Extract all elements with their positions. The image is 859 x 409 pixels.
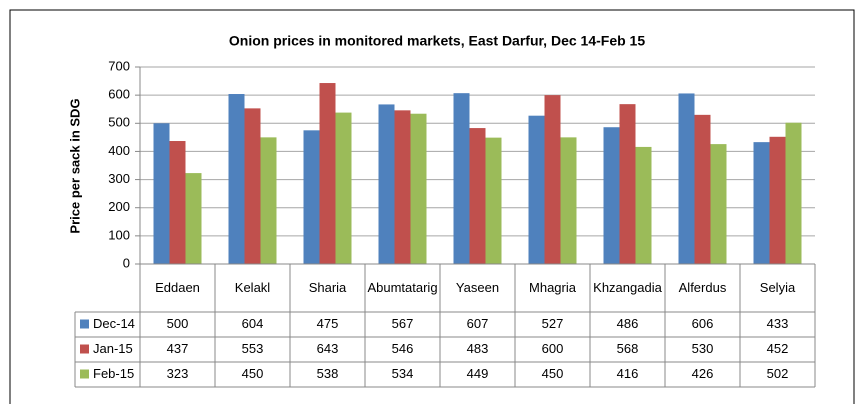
table-value: 546 xyxy=(392,341,414,356)
table-value: 500 xyxy=(167,316,189,331)
y-tick-label: 100 xyxy=(108,227,130,242)
bar xyxy=(619,104,636,264)
legend-swatch xyxy=(80,319,89,329)
bar xyxy=(753,142,770,264)
table-value: 527 xyxy=(542,316,564,331)
table-value: 416 xyxy=(617,366,639,381)
category-cell: Yaseen xyxy=(455,280,500,295)
bar xyxy=(335,112,352,264)
table-value: 568 xyxy=(617,341,639,356)
bar xyxy=(153,123,170,265)
table-value: 450 xyxy=(542,366,564,381)
table-value: 600 xyxy=(542,341,564,356)
table-value: 607 xyxy=(467,316,489,331)
category-cell: Khzangadia xyxy=(593,280,662,295)
x-tick-label: Alferdus xyxy=(678,280,727,295)
y-tick-label: 600 xyxy=(108,87,130,102)
table-value: 530 xyxy=(692,341,714,356)
table-value: 553 xyxy=(242,341,264,356)
category-cell: Mhagria xyxy=(529,280,576,295)
category-cell: Sharia xyxy=(308,280,347,295)
bar xyxy=(603,127,620,265)
table-value: 433 xyxy=(767,316,789,331)
table-value: 323 xyxy=(167,366,189,381)
legend-label: Dec-14 xyxy=(93,316,135,331)
bar xyxy=(453,93,470,265)
bar xyxy=(528,115,545,265)
bar xyxy=(319,83,336,264)
bar xyxy=(303,130,320,264)
x-tick-label: Abumtatarig xyxy=(367,280,438,295)
category-cell: Selyia xyxy=(759,280,796,295)
bar xyxy=(560,137,577,264)
legend-swatch xyxy=(80,344,89,354)
bar xyxy=(785,122,802,264)
bar xyxy=(244,108,261,265)
bar xyxy=(635,146,652,264)
legend-swatch xyxy=(80,369,89,379)
table-value: 475 xyxy=(317,316,339,331)
x-tick-label: Mhagria xyxy=(529,280,576,295)
x-tick-label: Eddaen xyxy=(155,280,200,295)
x-tick-label: Khzangadia xyxy=(593,280,662,295)
bar xyxy=(769,136,786,264)
bar xyxy=(710,144,727,264)
chart-frame xyxy=(9,9,855,409)
table-value: 486 xyxy=(617,316,639,331)
x-tick-label: Yaseen xyxy=(455,280,500,295)
table-value: 449 xyxy=(467,366,489,381)
table-value: 534 xyxy=(392,366,414,381)
table-value: 426 xyxy=(692,366,714,381)
bar xyxy=(694,114,711,264)
table-value: 604 xyxy=(242,316,264,331)
table-value: 606 xyxy=(692,316,714,331)
table-value: 450 xyxy=(242,366,264,381)
table-value: 483 xyxy=(467,341,489,356)
y-axis-label: Price per sack in SDG xyxy=(67,98,82,233)
table-value: 502 xyxy=(767,366,789,381)
category-cell: Eddaen xyxy=(155,280,200,295)
bar xyxy=(378,104,395,265)
table-value: 437 xyxy=(167,341,189,356)
y-tick-label: 200 xyxy=(108,199,130,214)
table-value: 643 xyxy=(317,341,339,356)
y-tick-label: 500 xyxy=(108,115,130,130)
legend-label: Jan-15 xyxy=(93,341,133,356)
y-tick-label: 400 xyxy=(108,143,130,158)
bar xyxy=(410,113,427,265)
category-cell: Alferdus xyxy=(678,280,727,295)
x-tick-label: Kelakl xyxy=(234,280,271,295)
category-cell: Abumtatarig xyxy=(367,280,438,295)
y-tick-label: 300 xyxy=(108,171,130,186)
table-value: 567 xyxy=(392,316,414,331)
category-cell: Kelakl xyxy=(234,280,271,295)
table-value: 452 xyxy=(767,341,789,356)
x-tick-label: Sharia xyxy=(308,280,347,295)
table-value: 538 xyxy=(317,366,339,381)
bar xyxy=(228,94,245,264)
bar xyxy=(185,173,202,264)
bar xyxy=(469,128,486,264)
y-tick-label: 700 xyxy=(108,58,130,73)
bar xyxy=(260,137,277,264)
bar xyxy=(169,141,186,264)
y-tick-label: 0 xyxy=(123,255,130,270)
bar xyxy=(394,110,411,264)
chart-title: Onion prices in monitored markets, East … xyxy=(229,33,645,49)
x-tick-label: Selyia xyxy=(759,280,796,295)
bar xyxy=(678,93,695,264)
legend-label: Feb-15 xyxy=(93,366,134,381)
bar xyxy=(485,137,502,264)
bar xyxy=(544,95,561,265)
